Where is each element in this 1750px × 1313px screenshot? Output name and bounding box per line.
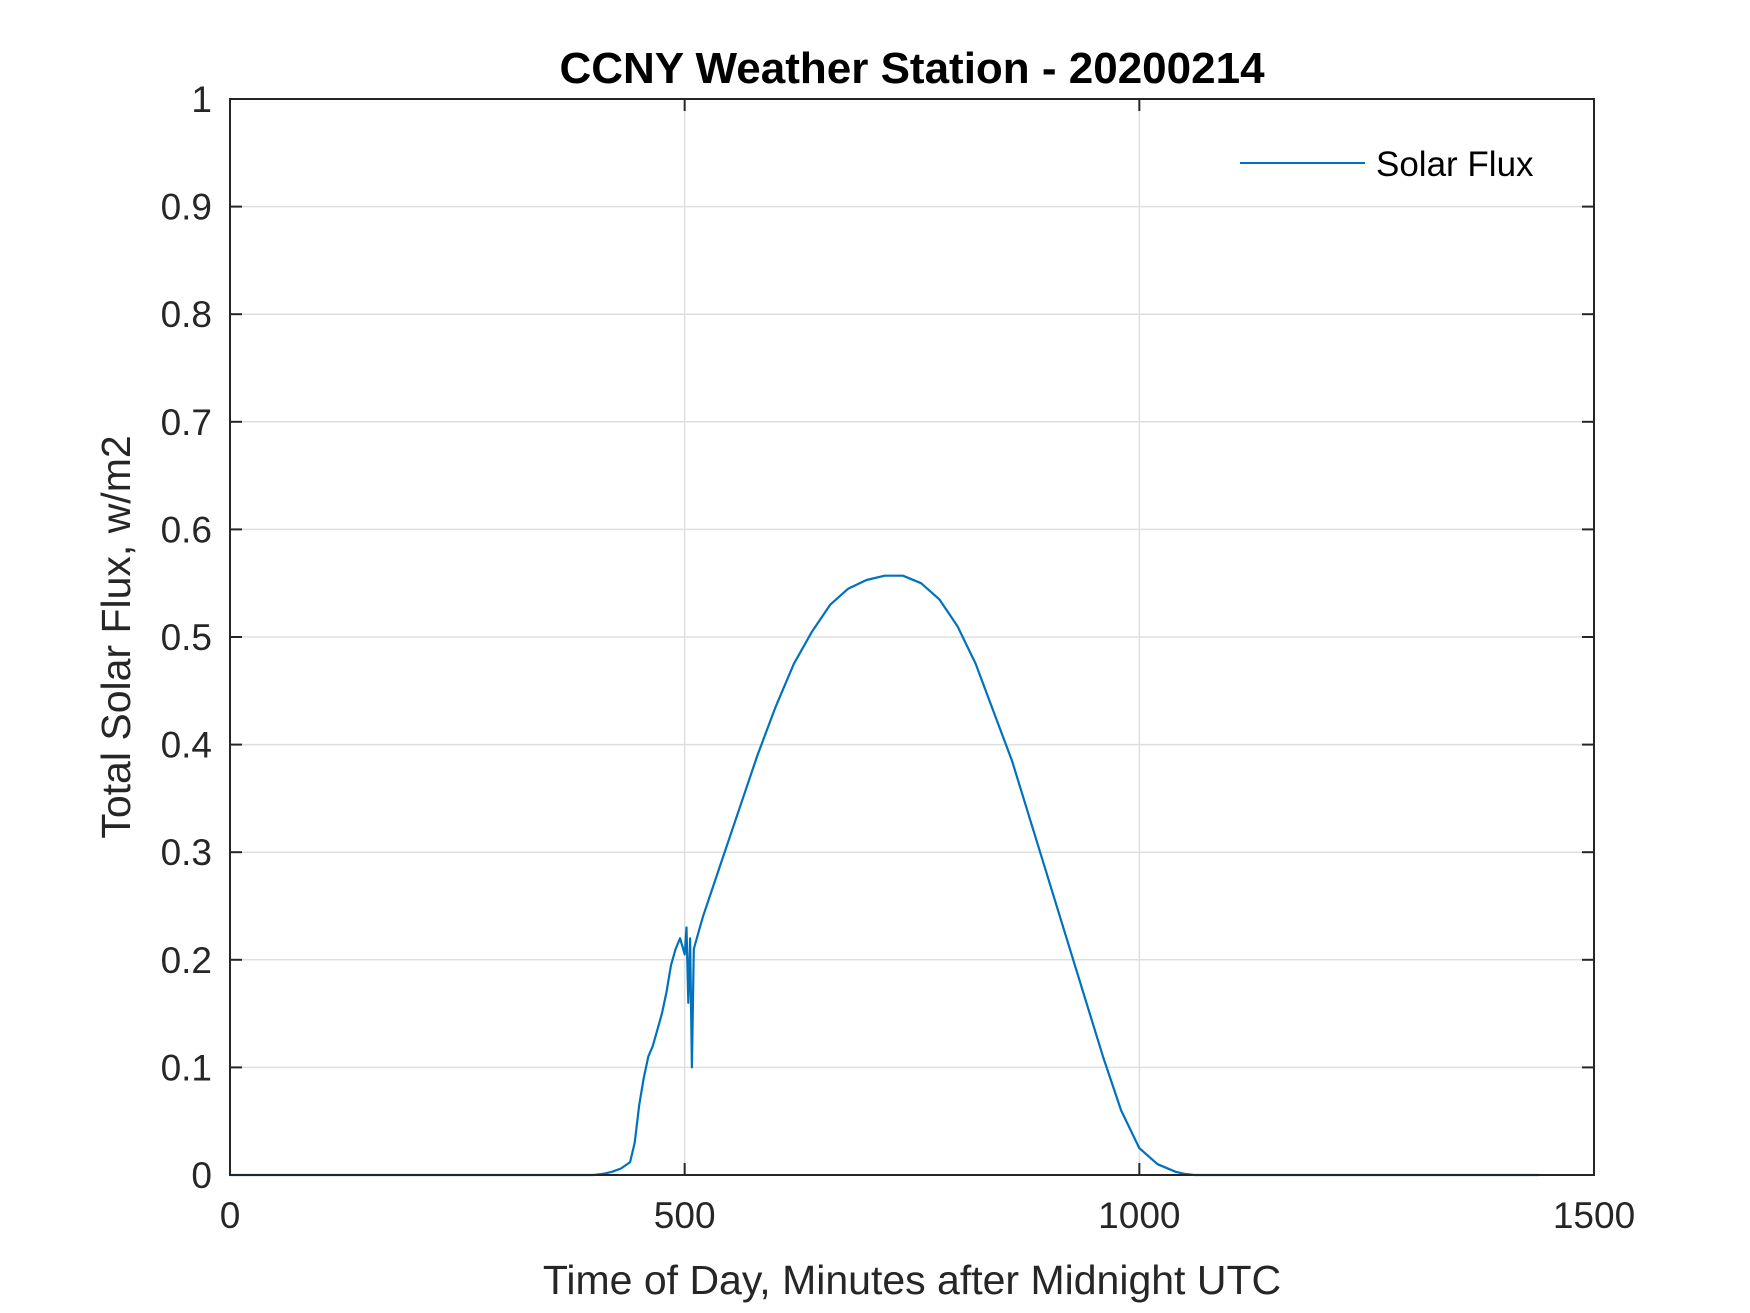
y-tick-label: 0.6 — [161, 509, 212, 550]
y-tick-label: 0.2 — [161, 940, 212, 981]
legend: Solar Flux — [1240, 145, 1534, 184]
y-tick-label: 0.9 — [161, 187, 212, 228]
chart-title: CCNY Weather Station - 20200214 — [559, 44, 1265, 93]
y-tick-label: 0.7 — [161, 402, 212, 443]
y-tick-label: 0.3 — [161, 832, 212, 873]
x-tick-label: 0 — [220, 1195, 241, 1236]
x-axis-label: Time of Day, Minutes after Midnight UTC — [543, 1257, 1281, 1303]
x-tick-label: 1000 — [1098, 1195, 1180, 1236]
y-tick-label: 0 — [191, 1155, 212, 1196]
x-tick-label: 500 — [654, 1195, 716, 1236]
y-axis-label: Total Solar Flux, w/m2 — [93, 435, 139, 838]
y-tick-label: 0.5 — [161, 617, 212, 658]
tick-layer: 0 500 1000 1500 0 0.1 0.2 0.3 0.4 0.5 0.6 0.7 0.8 0.9… — [161, 79, 1636, 1236]
grid-lines — [230, 99, 1594, 1175]
x-tick-label: 1500 — [1553, 1195, 1635, 1236]
y-tick-label: 0.1 — [161, 1047, 212, 1088]
y-tick-label: 0.4 — [161, 725, 212, 766]
series-layer — [230, 574, 1540, 1177]
series-line-solar-flux — [230, 574, 1540, 1177]
legend-label-solar-flux: Solar Flux — [1376, 145, 1534, 184]
y-tick-label: 1 — [191, 79, 212, 120]
y-tick-label: 0.8 — [161, 294, 212, 335]
